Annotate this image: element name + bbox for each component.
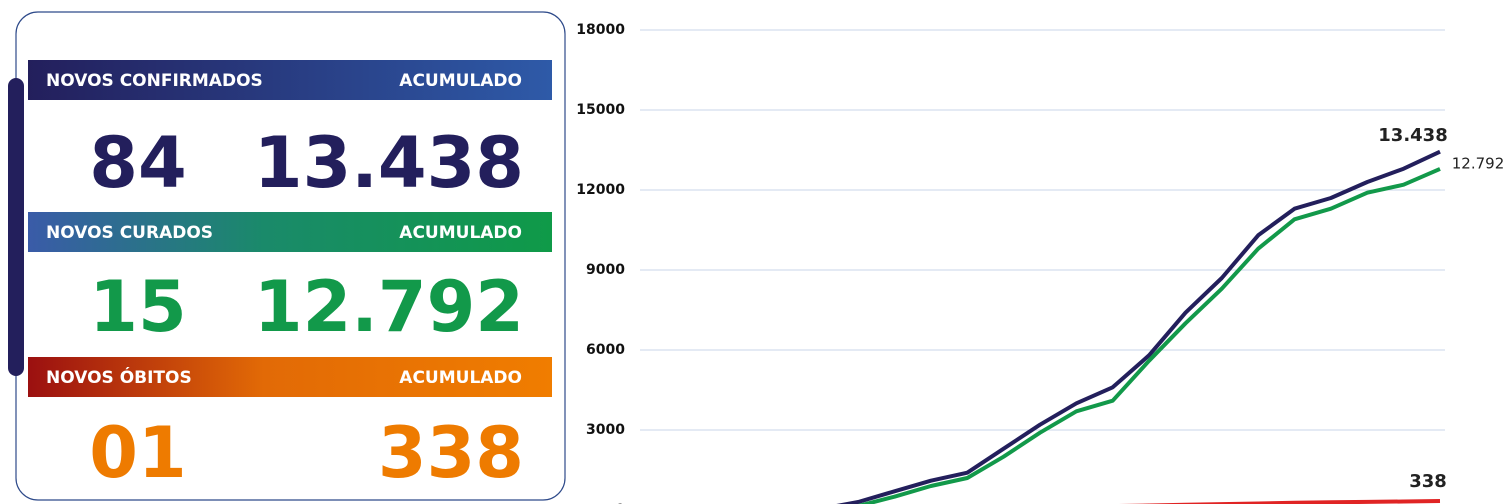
y-tick-label: 18000 (576, 22, 625, 38)
new-count: 15 (89, 266, 186, 348)
series-line (836, 149, 1441, 504)
accumulated-label: ACUMULADO (399, 223, 522, 243)
section-header (28, 357, 552, 397)
series-line (857, 167, 1441, 504)
y-tick-label: 9000 (586, 262, 625, 278)
side-bar (8, 78, 24, 376)
new-count: 01 (89, 412, 186, 494)
accumulated-label: ACUMULADO (399, 71, 522, 91)
y-tick-label: 0 (615, 502, 625, 504)
total-count: 12.792 (254, 266, 524, 348)
section-label: NOVOS CONFIRMADOS (46, 71, 263, 91)
y-tick-label: 12000 (576, 182, 625, 198)
total-count: 338 (378, 412, 524, 494)
y-tick-label: 6000 (586, 342, 625, 358)
y-tick-label: 3000 (586, 422, 625, 438)
section-label: NOVOS CURADOS (46, 223, 213, 243)
section-label: NOVOS ÓBITOS (46, 366, 192, 388)
y-tick-label: 15000 (576, 102, 625, 118)
section-header (28, 60, 552, 100)
accumulated-label: ACUMULADO (399, 368, 522, 388)
section-header (28, 212, 552, 252)
data-label: 13.438 (1378, 125, 1447, 146)
series-line (1118, 499, 1441, 504)
total-count: 13.438 (254, 122, 524, 204)
new-count: 84 (89, 122, 186, 204)
data-label: 338 (1409, 471, 1447, 492)
data-label: 12.792 (1452, 155, 1505, 173)
